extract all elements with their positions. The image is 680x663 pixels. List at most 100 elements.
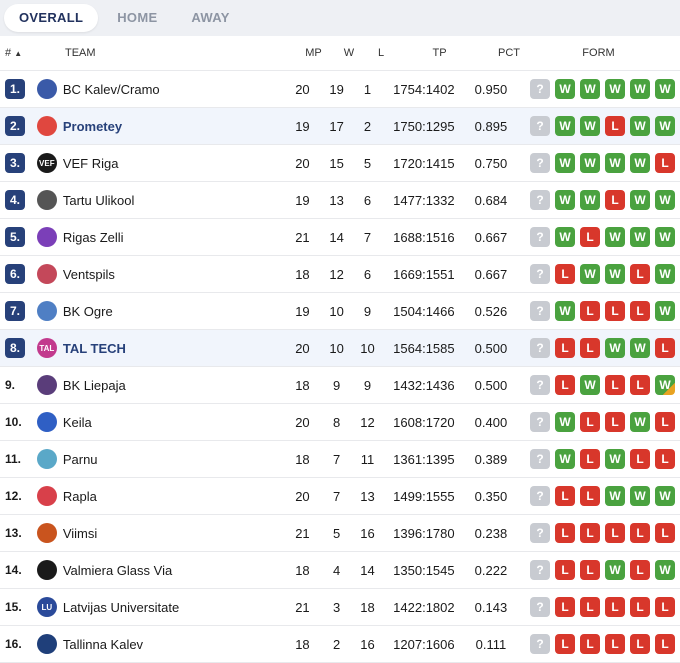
form-badge-win-live[interactable]: W	[654, 375, 675, 395]
rank-column-header[interactable]: # ▲	[0, 47, 38, 59]
form-badge-loss[interactable]: L	[554, 597, 575, 617]
table-row[interactable]: 1. BC Kalev/Cramo 20 19 1 1754:1402 0.950? W W W W…	[0, 71, 680, 108]
team-name[interactable]: Tartu Ulikool	[62, 192, 135, 208]
form-badge-win[interactable]: W	[579, 264, 600, 284]
table-row[interactable]: 14. Valmiera Glass Via 18 4 14 1350:1545 0.222…	[0, 552, 680, 589]
team-name[interactable]: Valmiera Glass Via	[62, 562, 173, 578]
team-name[interactable]: BK Ogre	[62, 303, 113, 319]
form-badge-win[interactable]: W	[604, 338, 625, 358]
form-badge-unknown[interactable]: ?	[529, 634, 550, 654]
form-badge-unknown[interactable]: ?	[529, 190, 550, 210]
form-badge-loss[interactable]: L	[604, 375, 625, 395]
form-badge-loss[interactable]: L	[604, 523, 625, 543]
form-badge-unknown[interactable]: ?	[529, 227, 550, 247]
form-badge-loss[interactable]: L	[579, 597, 600, 617]
table-row[interactable]: 2. Prometey 19 17 2 1750:1295 0.895? W W L W W	[0, 108, 680, 145]
form-badge-win[interactable]: W	[629, 486, 650, 506]
form-badge-loss[interactable]: L	[629, 560, 650, 580]
form-badge-win[interactable]: W	[604, 486, 625, 506]
form-badge-win[interactable]: W	[604, 449, 625, 469]
form-badge-unknown[interactable]: ?	[529, 116, 550, 136]
wins-column-header[interactable]: W	[343, 47, 355, 59]
table-row[interactable]: 11. Parnu 18 7 11 1361:1395 0.389? W L W L L	[0, 441, 680, 478]
form-badge-win[interactable]: W	[629, 79, 650, 99]
form-badge-unknown[interactable]: ?	[529, 375, 550, 395]
form-badge-win[interactable]: W	[579, 79, 600, 99]
table-row[interactable]: 4. Tartu Ulikool 19 13 6 1477:1332 0.684? W W L W W	[0, 182, 680, 219]
form-badge-unknown[interactable]: ?	[529, 412, 550, 432]
form-badge-loss[interactable]: L	[629, 634, 650, 654]
tab-overall[interactable]: OVERALL	[4, 4, 99, 32]
table-row[interactable]: 10. Keila 20 8 12 1608:1720 0.400? W L L W L	[0, 404, 680, 441]
form-badge-win[interactable]: W	[604, 153, 625, 173]
tab-home[interactable]: HOME	[117, 10, 158, 25]
form-badge-win[interactable]: W	[654, 486, 675, 506]
form-badge-loss[interactable]: L	[604, 634, 625, 654]
form-badge-win[interactable]: W	[629, 338, 650, 358]
form-badge-unknown[interactable]: ?	[529, 264, 550, 284]
table-row[interactable]: 5. Rigas Zelli 21 14 7 1688:1516 0.667? W L W W W	[0, 219, 680, 256]
form-badge-loss[interactable]: L	[629, 523, 650, 543]
form-badge-win[interactable]: W	[579, 116, 600, 136]
form-badge-win[interactable]: W	[654, 79, 675, 99]
form-badge-unknown[interactable]: ?	[529, 523, 550, 543]
form-badge-loss[interactable]: L	[604, 190, 625, 210]
form-badge-win[interactable]: W	[604, 560, 625, 580]
form-badge-loss[interactable]: L	[604, 597, 625, 617]
team-name[interactable]: Ventspils	[62, 266, 115, 282]
table-row[interactable]: 9. BK Liepaja 18 9 9 1432:1436 0.500? L W L L W	[0, 367, 680, 404]
team-column-header[interactable]: TEAM	[65, 47, 96, 59]
team-name[interactable]: Rapla	[62, 488, 97, 504]
form-badge-win[interactable]: W	[554, 79, 575, 99]
form-badge-unknown[interactable]: ?	[529, 560, 550, 580]
team-name[interactable]: Keila	[62, 414, 92, 430]
form-badge-loss[interactable]: L	[554, 375, 575, 395]
form-badge-unknown[interactable]: ?	[529, 597, 550, 617]
form-badge-loss[interactable]: L	[629, 301, 650, 321]
team-name[interactable]: TAL TECH	[62, 340, 126, 356]
form-badge-loss[interactable]: L	[554, 560, 575, 580]
team-name[interactable]: VEF Riga	[62, 155, 119, 171]
form-badge-win[interactable]: W	[554, 301, 575, 321]
form-badge-loss[interactable]: L	[554, 634, 575, 654]
form-badge-win[interactable]: W	[579, 375, 600, 395]
form-badge-loss[interactable]: L	[579, 449, 600, 469]
form-badge-win[interactable]: W	[654, 301, 675, 321]
form-badge-unknown[interactable]: ?	[529, 338, 550, 358]
form-badge-win[interactable]: W	[554, 190, 575, 210]
form-badge-loss[interactable]: L	[654, 597, 675, 617]
form-badge-loss[interactable]: L	[604, 412, 625, 432]
form-badge-loss[interactable]: L	[554, 264, 575, 284]
form-badge-win[interactable]: W	[554, 116, 575, 136]
form-badge-loss[interactable]: L	[629, 449, 650, 469]
form-badge-unknown[interactable]: ?	[529, 301, 550, 321]
form-badge-win[interactable]: W	[654, 190, 675, 210]
form-badge-loss[interactable]: L	[654, 338, 675, 358]
form-badge-loss[interactable]: L	[654, 153, 675, 173]
form-badge-loss[interactable]: L	[579, 227, 600, 247]
form-badge-loss[interactable]: L	[629, 597, 650, 617]
tab-away[interactable]: AWAY	[191, 10, 230, 25]
form-badge-loss[interactable]: L	[654, 523, 675, 543]
form-badge-win[interactable]: W	[604, 79, 625, 99]
form-badge-loss[interactable]: L	[579, 338, 600, 358]
table-row[interactable]: 16. Tallinna Kalev 18 2 16 1207:1606 0.111? L L L…	[0, 626, 680, 663]
form-badge-loss[interactable]: L	[579, 301, 600, 321]
form-badge-loss[interactable]: L	[579, 523, 600, 543]
form-badge-win[interactable]: W	[554, 412, 575, 432]
form-badge-win[interactable]: W	[554, 227, 575, 247]
total-points-column-header[interactable]: TP	[432, 47, 447, 59]
form-badge-loss[interactable]: L	[604, 301, 625, 321]
form-badge-win[interactable]: W	[554, 153, 575, 173]
form-badge-win[interactable]: W	[629, 227, 650, 247]
table-row[interactable]: 12. Rapla 20 7 13 1499:1555 0.350? L L W W W	[0, 478, 680, 515]
form-badge-win[interactable]: W	[629, 116, 650, 136]
form-badge-win[interactable]: W	[554, 449, 575, 469]
form-badge-win[interactable]: W	[579, 190, 600, 210]
table-row[interactable]: 8. TAL TAL TECH 20 10 10 1564:1585 0.500? L L W W L	[0, 330, 680, 367]
form-badge-win[interactable]: W	[629, 412, 650, 432]
form-badge-unknown[interactable]: ?	[529, 449, 550, 469]
form-badge-win[interactable]: W	[654, 227, 675, 247]
team-name[interactable]: Viimsi	[62, 525, 98, 541]
team-name[interactable]: BK Liepaja	[62, 377, 126, 393]
